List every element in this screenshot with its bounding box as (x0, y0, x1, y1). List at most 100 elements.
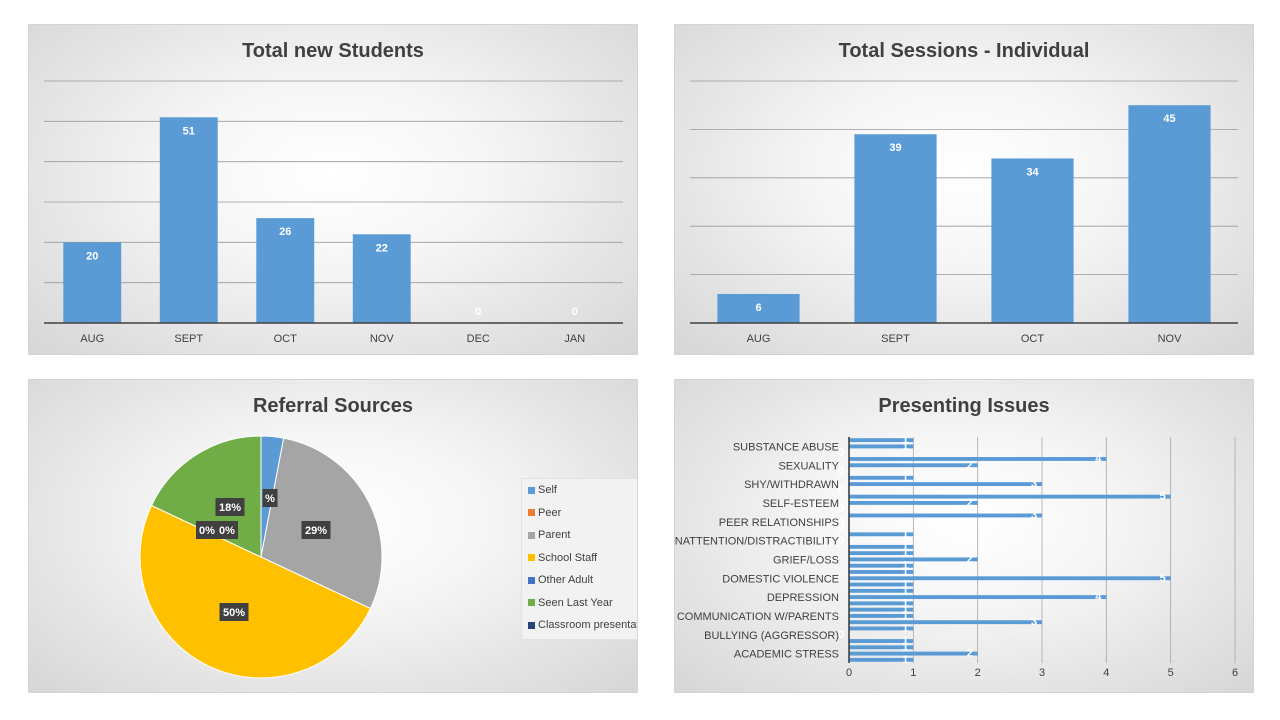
new-students-chart: Total new Students 20 AUG 51 SEPT 26 OCT 22 NOV 0… (44, 40, 623, 345)
bar (352, 234, 411, 323)
pie-data-label: % (265, 493, 275, 505)
presenting-issues-chart: Presenting Issues 0 1 2 3 4 5 6 ACADEMIC STRESS 1… (675, 395, 1238, 679)
data-label: 1 (902, 566, 908, 578)
legend-item: Parent (528, 527, 570, 543)
legend-label: School Staff (538, 551, 598, 564)
x-tick-label: 3 (1039, 667, 1045, 679)
x-tick-label: SEPT (881, 333, 910, 345)
legend-label: Self (538, 484, 557, 496)
legend-item: Seen Last Year (528, 595, 613, 611)
data-label: 4 (1095, 591, 1102, 603)
data-label: 1 (902, 635, 908, 647)
bar (849, 444, 914, 449)
x-tick-label: NOV (370, 333, 395, 345)
x-tick-label: AUG (80, 333, 104, 345)
data-label: 1 (902, 547, 908, 559)
bar (256, 218, 315, 323)
referral-legend: Self Peer Parent School Staff Other Adult See… (521, 478, 637, 640)
data-label: 51 (183, 125, 195, 137)
data-label: 0 (838, 447, 844, 459)
bar (849, 557, 978, 562)
legend-swatch (528, 509, 535, 516)
bar (849, 482, 1042, 487)
category-label: GRIEF/LOSS (773, 554, 839, 566)
data-label: 0 (838, 535, 844, 547)
data-label: 1 (902, 604, 908, 616)
x-tick-label: 4 (1103, 667, 1109, 679)
data-label: 3 (1031, 509, 1037, 521)
bar (849, 457, 1107, 461)
legend-swatch (528, 486, 535, 494)
chart-panel-new-students: Total new Students 20 AUG 51 SEPT 26 OCT 22 NOV 0… (28, 24, 638, 355)
bar (849, 620, 1042, 625)
bar (849, 651, 978, 656)
bar (849, 607, 914, 612)
bar (849, 570, 914, 574)
data-label: 5 (1160, 572, 1166, 584)
data-label: 2 (967, 648, 973, 660)
data-label: 0 (838, 503, 844, 515)
data-label: 6 (755, 302, 761, 314)
x-tick-label: OCT (274, 333, 298, 345)
data-label: 1 (902, 528, 908, 540)
sessions-chart: Total Sessions - Individual 6 AUG 39 SEPT 34 O… (690, 40, 1238, 345)
x-tick-label: 2 (975, 667, 981, 679)
data-label: 22 (376, 242, 388, 254)
data-label: 4 (1095, 453, 1102, 465)
legend-swatch (528, 576, 535, 584)
legend-swatch (528, 531, 535, 539)
data-label: 1 (902, 597, 908, 609)
bar (849, 475, 914, 480)
pie-data-label: 18% (219, 502, 241, 514)
bar (849, 588, 914, 593)
pie-label-box (301, 521, 331, 539)
category-label: BULLYING (AGGRESSOR) (704, 630, 839, 642)
data-label: 20 (86, 250, 98, 262)
data-label: 0 (838, 522, 844, 534)
data-label: 1 (902, 541, 908, 553)
data-label: 45 (1163, 113, 1175, 125)
bar (849, 582, 914, 587)
x-tick-label: JAN (564, 333, 585, 345)
pie-label-box (219, 603, 249, 621)
bar (849, 551, 914, 556)
chart-panel-referral-sources: Referral Sources 0% 29% 50% 0% 18%% Self Peer P… (28, 379, 638, 693)
pie-label-box (262, 489, 278, 507)
data-label: 0 (838, 484, 844, 496)
data-label: 1 (902, 440, 908, 452)
legend-label: Classroom presentation (538, 619, 637, 631)
bar (991, 158, 1074, 323)
category-label: INATTENTION/DISTRACTIBILITY (675, 536, 840, 548)
x-tick-label: NOV (1158, 333, 1183, 345)
bar (849, 639, 914, 643)
pie-label-box (196, 521, 218, 539)
chart-title: Total Sessions - Individual (839, 40, 1090, 62)
pie-data-label: 50% (223, 607, 245, 619)
bar (849, 613, 914, 618)
bar (849, 500, 978, 505)
chart-panel-sessions: Total Sessions - Individual 6 AUG 39 SEPT 34 O… (674, 24, 1254, 355)
chart-panel-presenting-issues: Presenting Issues 0 1 2 3 4 5 6 ACADEMIC STRESS 1… (674, 379, 1254, 693)
pie-label-box (216, 521, 238, 539)
bar (159, 117, 218, 323)
category-label: SELF-ESTEEM (763, 498, 839, 510)
bar (849, 532, 914, 537)
bar (849, 544, 914, 549)
pie-data-label: 0% (199, 525, 215, 537)
legend-swatch (528, 554, 535, 561)
bar (849, 645, 914, 650)
bar (849, 438, 914, 443)
bar (849, 657, 914, 662)
data-label: 0 (572, 306, 578, 318)
category-label: DEPRESSION (767, 592, 839, 604)
bar (63, 242, 122, 323)
data-label: 34 (1026, 166, 1039, 178)
data-label: 5 (1160, 491, 1166, 503)
legend-swatch (528, 599, 535, 606)
legend-item: Classroom presentation (528, 617, 637, 633)
x-tick-label: AUG (747, 333, 771, 345)
data-label: 1 (902, 472, 908, 484)
bar (849, 626, 914, 631)
data-label: 0 (475, 306, 481, 318)
bar (849, 595, 1107, 600)
